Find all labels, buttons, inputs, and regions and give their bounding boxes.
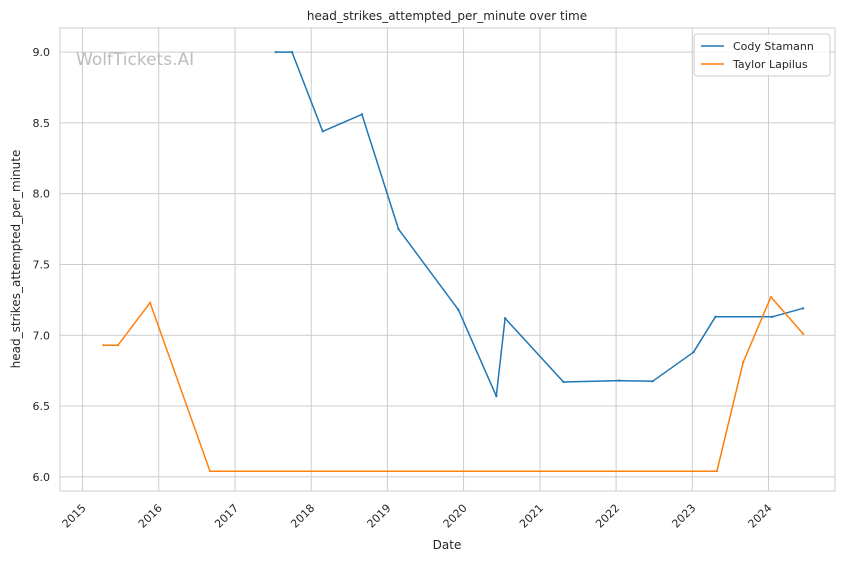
y-tick-label: 8.5 bbox=[33, 117, 51, 130]
data-point-cody-stamann bbox=[457, 308, 460, 311]
data-point-cody-stamann bbox=[801, 307, 805, 310]
watermark: WolfTickets.AI bbox=[76, 50, 194, 70]
data-point-taylor-lapilus bbox=[148, 301, 152, 304]
series-layer bbox=[102, 50, 805, 473]
data-point-cody-stamann bbox=[321, 130, 324, 133]
x-tick-label: 2021 bbox=[517, 502, 546, 531]
data-point-cody-stamann bbox=[290, 50, 294, 54]
x-tick-label: 2024 bbox=[746, 502, 775, 531]
grid-layer bbox=[60, 28, 835, 491]
x-tick-label: 2022 bbox=[593, 502, 622, 531]
x-tick-label: 2015 bbox=[60, 502, 89, 531]
legend: Cody Stamann Taylor Lapilus bbox=[693, 33, 831, 77]
x-tick-label: 2023 bbox=[669, 502, 698, 531]
data-point-taylor-lapilus bbox=[801, 332, 805, 336]
plot-area bbox=[60, 28, 835, 491]
chart-title: head_strikes_attempted_per_minute over t… bbox=[307, 9, 587, 23]
data-point-cody-stamann bbox=[692, 351, 695, 354]
y-tick-label: 6.0 bbox=[33, 471, 51, 484]
data-point-taylor-lapilus bbox=[769, 295, 773, 299]
x-tick-label: 2020 bbox=[441, 502, 470, 531]
data-point-cody-stamann bbox=[562, 380, 565, 384]
y-tick-label: 6.5 bbox=[33, 400, 51, 413]
y-tick-labels: 6.0 6.5 7.0 7.5 8.0 8.5 9.0 bbox=[33, 46, 51, 484]
data-point-cody-stamann bbox=[651, 380, 654, 383]
data-point-cody-stamann bbox=[360, 113, 364, 116]
data-point-cody-stamann bbox=[397, 227, 400, 231]
y-tick-label: 9.0 bbox=[33, 46, 51, 59]
data-point-cody-stamann bbox=[617, 379, 621, 382]
legend-label-taylor-lapilus: Taylor Lapilus bbox=[732, 58, 808, 71]
y-tick-label: 8.0 bbox=[33, 188, 51, 201]
data-point-taylor-lapilus bbox=[715, 469, 719, 473]
x-axis-title: Date bbox=[433, 538, 462, 552]
x-tick-label: 2016 bbox=[136, 502, 165, 531]
data-point-cody-stamann bbox=[714, 315, 717, 319]
data-point-cody-stamann bbox=[503, 317, 507, 320]
data-point-cody-stamann bbox=[771, 315, 774, 319]
data-point-taylor-lapilus bbox=[208, 469, 212, 473]
data-point-taylor-lapilus bbox=[116, 343, 120, 347]
data-point-cody-stamann bbox=[274, 50, 277, 54]
y-tick-label: 7.0 bbox=[33, 329, 51, 342]
data-point-cody-stamann bbox=[495, 394, 498, 398]
y-axis-title: head_strikes_attempted_per_minute bbox=[9, 150, 23, 369]
x-tick-labels: 2015 2016 2017 2018 2019 2020 2021 2022 2023 2024 bbox=[60, 502, 775, 531]
data-point-taylor-lapilus bbox=[741, 360, 745, 364]
plot-frame bbox=[59, 27, 836, 492]
x-tick-label: 2017 bbox=[212, 502, 241, 531]
x-tick-label: 2018 bbox=[288, 502, 317, 531]
x-tick-label: 2019 bbox=[365, 502, 394, 531]
legend-label-cody-stamann: Cody Stamann bbox=[733, 40, 814, 53]
y-tick-label: 7.5 bbox=[33, 258, 51, 271]
series-line-taylor-lapilus bbox=[103, 296, 804, 472]
data-point-taylor-lapilus bbox=[102, 343, 105, 347]
legend-box bbox=[693, 33, 831, 77]
